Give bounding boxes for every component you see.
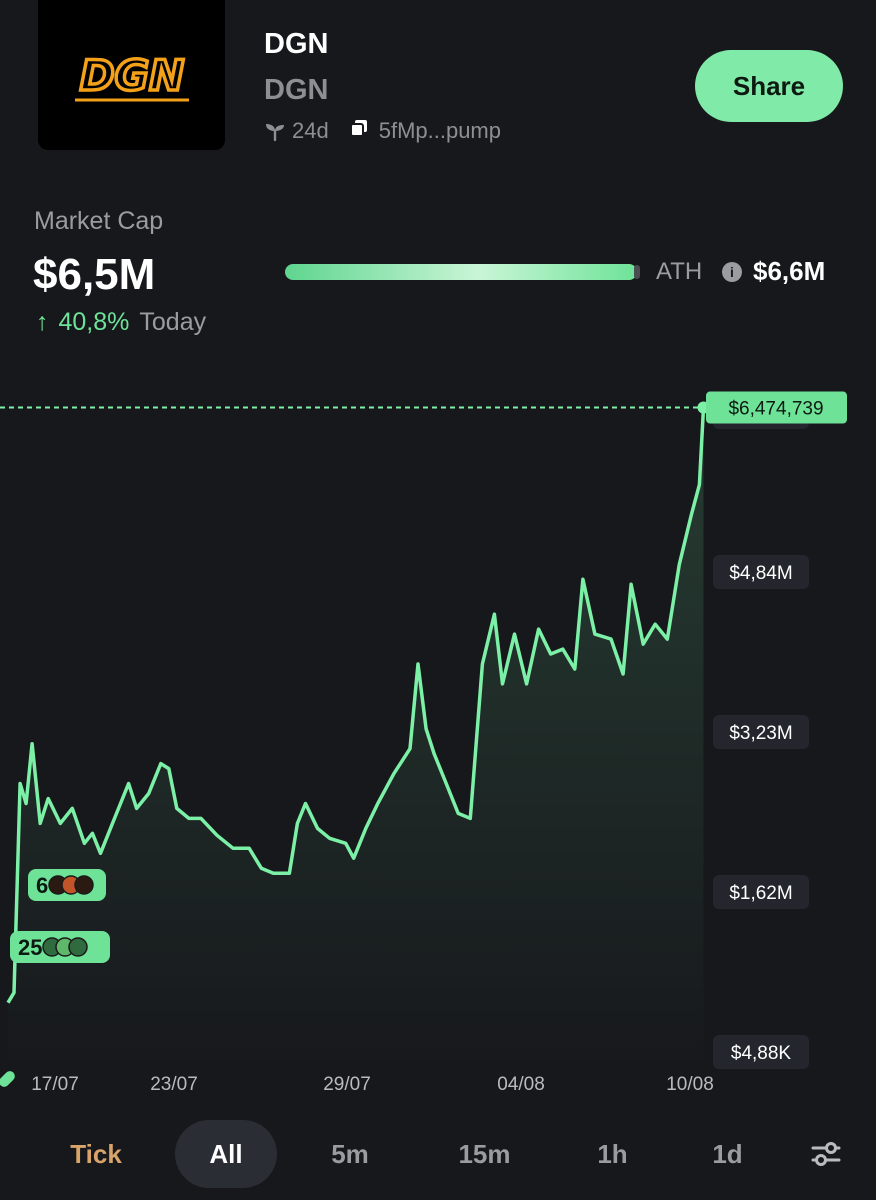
- y-tick: $4,84M: [713, 555, 809, 589]
- y-tick: $3,23M: [713, 715, 809, 749]
- y-tick: $1,62M: [713, 875, 809, 909]
- token-address[interactable]: 5fMp...pump: [378, 118, 501, 143]
- current-value-badge: [706, 391, 847, 424]
- y-tick-label: $4,84M: [729, 563, 792, 584]
- market-cap-label: Market Cap: [34, 207, 164, 235]
- y-tick: $4,88K: [713, 1035, 809, 1069]
- change-period: Today: [139, 308, 207, 336]
- x-tick-label: 29/07: [323, 1074, 371, 1095]
- info-icon[interactable]: i: [722, 262, 742, 282]
- x-tick-label: 17/07: [31, 1074, 79, 1095]
- change-percent: 40,8%: [58, 308, 130, 336]
- chart-series-line: [6, 407, 706, 1004]
- market-cap-chart[interactable]: $6,45M$4,84M$3,23M$1,62M$4,88K 17/0723/0…: [0, 380, 876, 1100]
- tab-5m[interactable]: 5m: [331, 1138, 369, 1169]
- avatar-icon: [68, 937, 88, 957]
- holder-badge[interactable]: 25: [10, 931, 110, 963]
- y-tick-label: $3,23M: [729, 723, 792, 744]
- x-tick-label: 10/08: [666, 1074, 714, 1095]
- token-logo: DGN: [38, 0, 225, 150]
- tab-1d[interactable]: 1d: [712, 1138, 743, 1169]
- timeframe-tabs: Tick All 5m 15m 1h 1d: [0, 1120, 876, 1192]
- tab-15m[interactable]: 15m: [458, 1138, 511, 1169]
- sprout-icon: [266, 124, 284, 142]
- tab-all[interactable]: All: [175, 1120, 277, 1188]
- x-tick-label: 23/07: [150, 1074, 198, 1095]
- share-button[interactable]: Share: [695, 50, 843, 122]
- y-tick-label: $4,88K: [731, 1043, 792, 1064]
- up-arrow-icon: ↑: [36, 308, 49, 336]
- ath-value: $6,6M: [753, 256, 826, 286]
- copy-icon[interactable]: [349, 118, 369, 144]
- holder-badge[interactable]: 6: [28, 869, 106, 901]
- token-age: 24d: [292, 118, 329, 143]
- tab-1h[interactable]: 1h: [597, 1138, 628, 1169]
- ath-progress-bar: [285, 264, 640, 280]
- dgn-logo: DGN: [74, 49, 189, 102]
- holder-badge-count: 6: [36, 873, 48, 898]
- avatar-icon: [74, 875, 94, 895]
- token-meta: 24d 5fMp...pump: [264, 118, 501, 144]
- token-name: DGN: [264, 28, 329, 60]
- tab-tick[interactable]: Tick: [70, 1138, 122, 1169]
- market-cap-change: ↑ 40,8% Today: [36, 308, 206, 337]
- chart-area-fill: [8, 407, 704, 1072]
- x-tick-label: 04/08: [497, 1074, 545, 1095]
- logo-text: DGN: [79, 51, 184, 100]
- holder-badge-count: 25: [18, 935, 42, 960]
- current-value-label: $6,474,739: [728, 399, 823, 420]
- market-cap-value: $6,5M: [33, 250, 156, 299]
- ath-label: ATH: [656, 258, 703, 285]
- token-symbol: DGN: [264, 74, 329, 106]
- sliders-icon[interactable]: [810, 1138, 842, 1170]
- y-tick-label: $1,62M: [729, 883, 792, 904]
- pill-icon: [0, 1071, 15, 1087]
